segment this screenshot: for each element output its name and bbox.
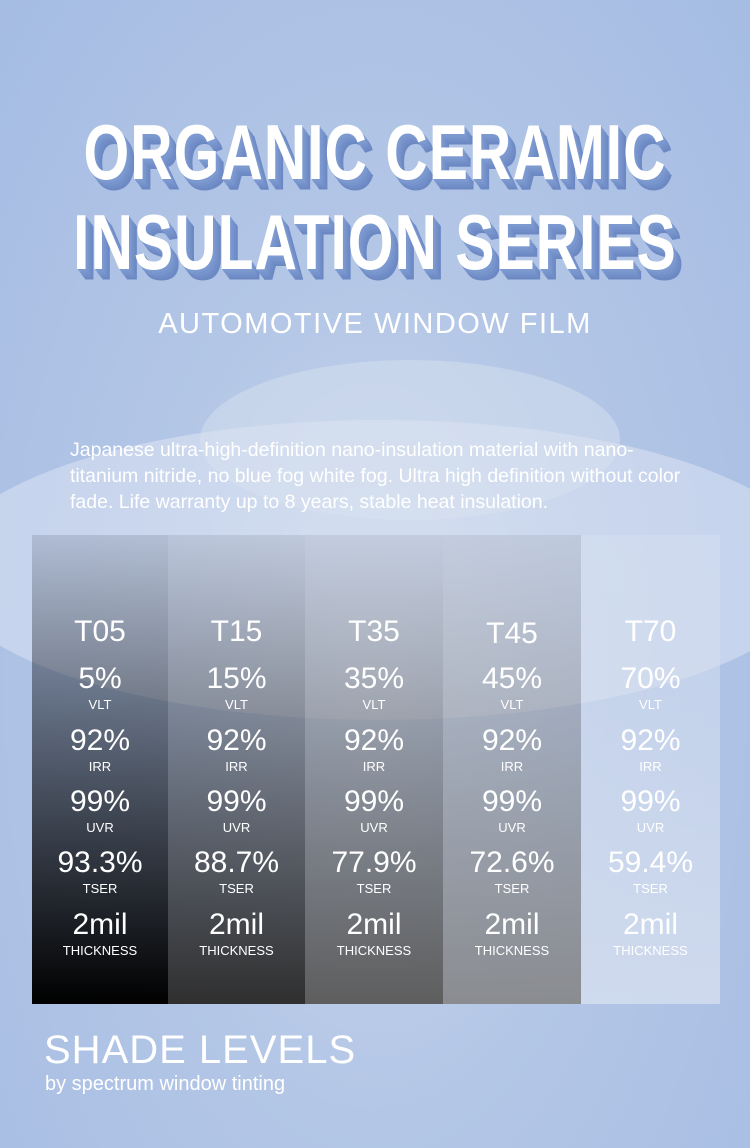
shade-column: T15 15% VLT 92% IRR 99% UVR 88.7% TSER 2mil THICKN… (168, 535, 305, 1004)
shade-name: T70 (624, 615, 677, 648)
spec-label: VLT (500, 697, 524, 712)
spec-value: 70% (620, 662, 681, 695)
spec-value: 99% (481, 785, 543, 818)
spec-value: 2mil (622, 908, 678, 941)
shade-column: T35 35% VLT 92% IRR 99% UVR 77.9% TSER 2mil THICKN… (305, 535, 443, 1004)
shade-column: T70 70% VLT 92% IRR 99% UVR 59.4% TSER 2mil THICKN… (581, 535, 720, 1004)
spec-value: 45% (481, 662, 543, 695)
spec-value: 35% (343, 662, 405, 695)
spec-value: 99% (343, 785, 405, 818)
spec-value: 93.3% (57, 846, 143, 879)
spec-label: THICKNESS (474, 943, 550, 958)
spec-label: IRR (88, 759, 112, 774)
shade-name: T35 (348, 615, 400, 648)
spec-label: THICKNESS (613, 943, 688, 958)
spec-value: 2mil (208, 908, 264, 941)
spec-value: 2mil (72, 908, 128, 941)
spec-label: UVR (86, 820, 114, 835)
spec-label: IRR (362, 759, 386, 774)
spec-value: 92% (620, 724, 681, 757)
shade-name: T45 (486, 617, 538, 650)
spec-value: 2mil (346, 908, 402, 941)
spec-value: 99% (620, 785, 681, 818)
spec-value: 5% (78, 662, 122, 695)
spec-value: 59.4% (607, 846, 694, 879)
spec-value: 99% (206, 785, 267, 818)
title-line: INSULATION SERIES (73, 198, 677, 287)
spec-label: VLT (88, 697, 112, 712)
spec-label: IRR (639, 759, 662, 774)
shade-column: T45 45% VLT 92% IRR 99% UVR 72.6% TSER 2mil THICKN… (443, 535, 581, 1004)
description: Japanese ultra-high-definition nano-insu… (70, 439, 681, 513)
spec-label: THICKNESS (336, 943, 412, 958)
spec-value: 92% (481, 724, 543, 757)
spec-value: 92% (206, 724, 267, 757)
spec-label: IRR (225, 759, 248, 774)
spec-label: THICKNESS (199, 943, 274, 958)
spec-value: 15% (206, 662, 267, 695)
spec-label: TSER (356, 881, 392, 896)
spec-label: UVR (636, 820, 665, 835)
spec-label: UVR (222, 820, 251, 835)
subtitle: AUTOMOTIVE WINDOW FILM (158, 308, 592, 340)
shade-name: T05 (74, 615, 126, 648)
spec-value: 72.6% (469, 846, 555, 879)
spec-label: TSER (494, 881, 530, 896)
spec-label: IRR (500, 759, 524, 774)
spec-label: THICKNESS (62, 943, 138, 958)
spec-value: 2mil (484, 908, 540, 941)
shade-column: T05 5% VLT 92% IRR 99% UVR 93.3% TSER 2mil THICKNE… (32, 535, 168, 1004)
shade-name: T15 (210, 615, 263, 648)
spec-value: 88.7% (193, 846, 280, 879)
spec-label: VLT (639, 697, 662, 712)
spec-label: UVR (498, 820, 526, 835)
spec-value: 92% (69, 724, 131, 757)
spec-label: VLT (362, 697, 386, 712)
spec-value: 77.9% (331, 846, 417, 879)
spec-label: TSER (219, 881, 254, 896)
spec-label: VLT (225, 697, 248, 712)
spec-label: TSER (82, 881, 118, 896)
spec-value: 92% (343, 724, 405, 757)
spec-value: 99% (69, 785, 131, 818)
title-line: ORGANIC CERAMIC (83, 108, 667, 197)
spec-label: TSER (633, 881, 668, 896)
footer-credit: by spectrum window tinting (45, 1073, 286, 1095)
footer-title: SHADE LEVELS (44, 1028, 357, 1072)
car-roof (200, 360, 620, 520)
spec-label: UVR (360, 820, 388, 835)
